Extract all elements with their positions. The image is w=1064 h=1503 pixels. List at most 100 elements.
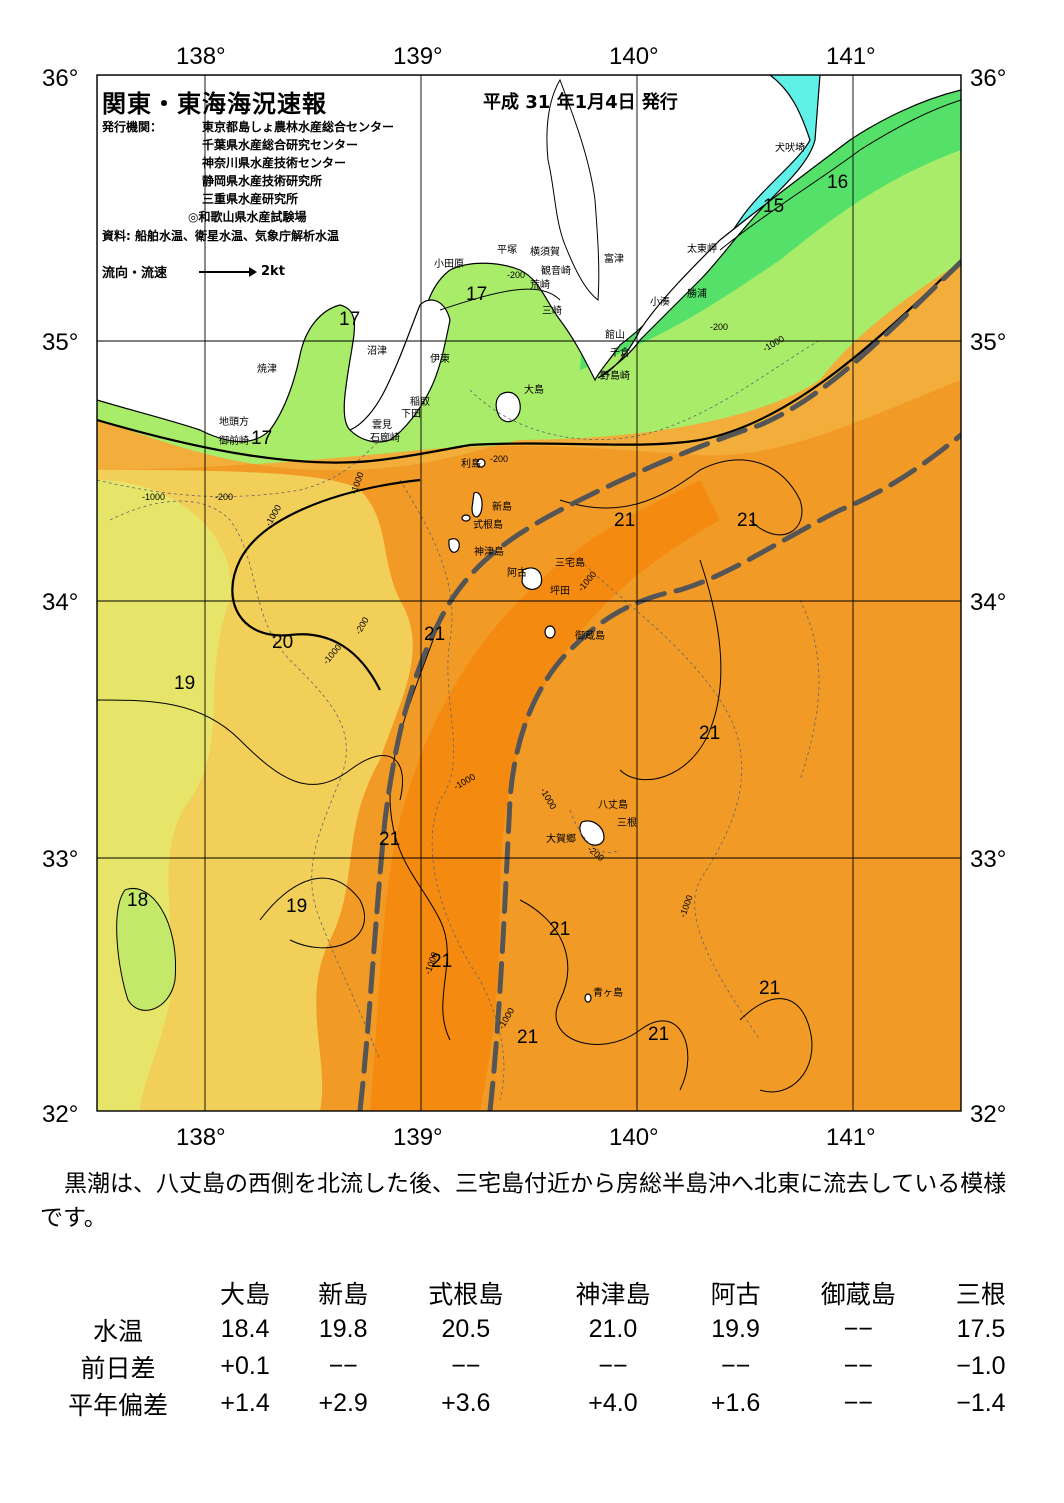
table-cell: 19.9 (711, 1315, 760, 1343)
depth-contour-1000-mid (399, 479, 505, 1101)
publisher-name: 千葉県水産総合研究センター (202, 138, 359, 152)
flow-legend: 流向・流速 2kt (102, 262, 285, 281)
publisher-line: 発行機関： 東京都島しょ農林水産総合センター (102, 118, 394, 136)
isotherm-label: 16 (827, 172, 848, 193)
publisher-name: ◎和歌山県水産試験場 (188, 210, 307, 224)
isotherm-label: 21 (614, 510, 635, 531)
commentary-text: 黒潮は、八丈島の西側を北流した後、三宅島付近から房総半島沖へ北東に流去している模… (40, 1171, 1007, 1231)
lon-label-top: 139° (393, 43, 443, 70)
place-chikura: 千倉 (610, 346, 630, 359)
lat-label-right: 34° (970, 589, 1006, 616)
island-niijima (471, 491, 483, 518)
lat-label-right: 35° (970, 329, 1006, 356)
publisher-list: 発行機関： 東京都島しょ農林水産総合センター 千葉県水産総合研究センター 神奈川県… (102, 118, 394, 226)
sea-zone-warm-core (370, 480, 720, 1111)
table-row: 水温 18.4 19.8 20.5 21.0 19.9 −− 17.5 (40, 1311, 1030, 1348)
island-shikinejima (461, 514, 471, 522)
place-omaezaki: 御前崎 (219, 434, 249, 447)
isotherm-19-south (259, 877, 366, 949)
place-kominato: 小湊 (650, 295, 670, 308)
isotherm-label: 18 (127, 890, 148, 911)
isotherm-20 (97, 259, 961, 464)
place-taitomisaki: 太東岬 (687, 242, 717, 255)
publisher-label: 発行機関： (102, 120, 163, 134)
place-mitsune: 三根 (617, 816, 637, 829)
isotherm-19 (97, 699, 404, 801)
place-okago: 大賀郷 (546, 832, 576, 845)
station-header: 阿古 (710, 1280, 761, 1309)
publisher-name: 神奈川県水産技術センター (202, 156, 347, 170)
table-cell: +3.6 (441, 1389, 491, 1417)
depth-contour-200-north (469, 339, 821, 441)
place-inubozaki: 犬吠埼 (775, 141, 805, 154)
isotherm-label: 20 (272, 632, 293, 653)
place-tateyama: 館山 (605, 328, 625, 341)
table-cell: +2.9 (318, 1389, 368, 1417)
place-odawara: 小田原 (434, 258, 464, 270)
island-toshima (476, 458, 486, 468)
isotherm-label: 17 (466, 284, 487, 305)
lat-label-left: 33° (42, 846, 78, 873)
axis-labels: 138° 139° 140° 141° 138° 139° 140° 141° … (42, 43, 1006, 1150)
place-aogashima: 青ヶ島 (593, 986, 623, 999)
depth-contour-200-west (97, 439, 381, 497)
lon-label-top: 140° (609, 43, 659, 70)
place-mikurajima: 御蔵島 (575, 629, 605, 642)
lon-label-bottom: 140° (609, 1124, 659, 1150)
table-cell: −1.0 (956, 1352, 1006, 1380)
isotherm-label: 19 (286, 896, 307, 917)
lon-label-top: 138° (176, 43, 226, 70)
island-hachijojima (579, 820, 605, 846)
isotherm-18 (116, 888, 177, 1011)
depth-label: -200 (507, 270, 525, 280)
map-canvas: 15 16 17 17 17 19 19 20 21 21 21 21 21 2… (42, 43, 1006, 1150)
table-corner (40, 1274, 196, 1311)
map-grid (97, 75, 961, 1111)
place-tsubota: 坪田 (550, 584, 570, 597)
isotherm-label: 21 (424, 624, 445, 645)
table-cell: −1.4 (956, 1389, 1006, 1417)
island-oshima (495, 391, 521, 423)
isotherm-label: 21 (699, 723, 720, 744)
isotherm-21-south (519, 899, 689, 1091)
isotherm-label: 21 (549, 919, 570, 940)
depth-contour-1000-west (109, 500, 381, 1061)
isotherm-17-north (439, 288, 561, 311)
depth-labels: -200 -200 -1000 -1000 -200 -1000 -1000 -… (142, 270, 786, 1031)
lat-label-left: 34° (42, 589, 78, 616)
isotherm-21-se (739, 998, 813, 1093)
place-arasaki: 荒崎 (530, 278, 550, 291)
place-nojimazaki: 野島崎 (600, 369, 630, 382)
station-data-table: 大島 新島 式根島 神津島 阿古 御蔵島 三根 水温 18.4 19.8 20.… (40, 1274, 1030, 1422)
place-ito: 伊東 (430, 352, 450, 365)
depth-label: -200 (215, 492, 233, 502)
isotherm-label: 21 (648, 1024, 669, 1045)
report-title: 関東・東海海況速報 (102, 90, 327, 118)
table-cell: 21.0 (588, 1315, 638, 1343)
place-jitogata: 地頭方 (219, 415, 249, 428)
kuroshio-axis-west (357, 259, 961, 1111)
place-kumomi: 雲見 (372, 419, 392, 431)
table-cell: −− (843, 1315, 873, 1343)
isotherm-label: 15 (763, 196, 784, 217)
isotherm-labels: 15 16 17 17 17 19 19 20 21 21 21 21 21 2… (127, 172, 848, 1048)
place-toshima: 利島 (461, 457, 481, 470)
island-kozushima (448, 538, 460, 553)
kuroshio-axis-east (487, 432, 961, 1111)
isotherm-label: 17 (251, 428, 272, 449)
table-cell: +1.6 (710, 1389, 761, 1417)
table-cell: +1.4 (220, 1389, 270, 1417)
island-aogashima (584, 993, 592, 1003)
station-header: 三根 (955, 1280, 1006, 1309)
row-label: 平年偏差 (67, 1391, 168, 1420)
lat-label-left: 32° (42, 1101, 78, 1128)
lon-label-bottom: 138° (176, 1124, 226, 1150)
flow-legend-scale: 2kt (261, 264, 285, 279)
land-izu (348, 299, 451, 443)
place-shikinejima: 式根島 (473, 518, 503, 531)
table-cell: −− (843, 1389, 873, 1417)
place-yokosuka: 横須賀 (530, 245, 560, 258)
isotherm-label: 19 (174, 673, 195, 694)
table-cell: 20.5 (441, 1315, 491, 1343)
lon-label-bottom: 141° (826, 1124, 876, 1150)
